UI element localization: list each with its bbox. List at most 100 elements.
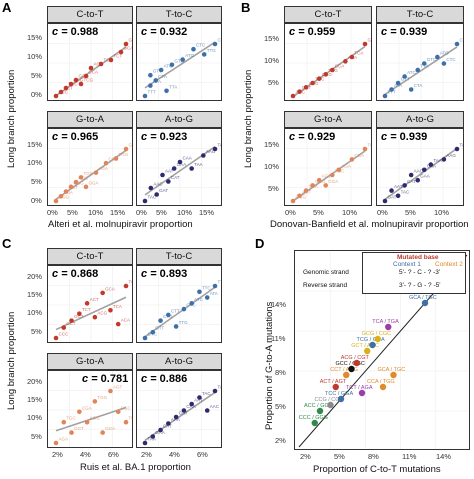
- point-label: TGG: [368, 143, 373, 148]
- point-label: CAA: [186, 404, 195, 409]
- facet-scatter: ACCCCTACGTCCGCGTCGCCAACATCAGCA: [285, 24, 373, 100]
- tick-label: 0%: [136, 208, 147, 217]
- facet-strip: A-to-G: [136, 111, 222, 128]
- data-point: [316, 76, 322, 81]
- data-point: [428, 162, 434, 167]
- panel-c-ylabel: Long branch proportion: [6, 311, 17, 410]
- data-point: [68, 184, 74, 190]
- data-point: [108, 307, 113, 313]
- data-point: [123, 41, 129, 47]
- data-point: [435, 54, 440, 60]
- facet-scatter: GTCGTTCTGCTTTTGCTCATCTTCATATTA: [137, 266, 221, 342]
- data-point: [173, 324, 179, 329]
- tick-label: 15%: [264, 34, 280, 43]
- data-point: [421, 61, 427, 66]
- data-point: [61, 325, 67, 330]
- data-point: [343, 59, 348, 64]
- panel-c-facet-tc: T-to-C GTCGTTCTGCTTTTGCTCATCTTCATATTA c …: [136, 248, 222, 343]
- data-point: [332, 383, 339, 391]
- tick-label: 0%: [31, 90, 42, 99]
- point-label: AAT: [394, 184, 403, 189]
- data-point: [150, 329, 156, 335]
- tick-label: 10%: [177, 208, 193, 217]
- tick-label: 2%: [141, 450, 152, 459]
- tick-label: 10%: [88, 208, 104, 217]
- point-label: CAT: [407, 179, 416, 184]
- data-point: [53, 198, 59, 204]
- data-point: [379, 383, 387, 391]
- point-label: GCC / GGC: [336, 361, 365, 367]
- data-point: [78, 175, 84, 180]
- data-point: [108, 57, 114, 63]
- point-label: AGA: [59, 437, 69, 442]
- point-label: GCA: [368, 38, 373, 43]
- point-label: GAA: [177, 162, 187, 167]
- data-point: [103, 160, 109, 166]
- data-point: [83, 184, 89, 190]
- data-point: [189, 166, 194, 171]
- point-label: CAA: [183, 156, 192, 161]
- facet-scatter: GGGTGAAGTCGGAGCTGCGGAAGACGATGGGGT: [48, 129, 132, 205]
- data-point: [142, 198, 148, 204]
- data-point: [323, 72, 329, 77]
- data-point: [83, 73, 89, 79]
- point-label: AAC: [414, 169, 424, 174]
- point-label: ATC: [407, 70, 416, 75]
- data-point: [63, 85, 69, 91]
- point-label: TCA: [113, 304, 122, 309]
- point-label: GGT: [74, 426, 84, 431]
- point-label: AGC: [322, 174, 333, 179]
- data-point: [415, 177, 421, 183]
- facet-strip: T-to-C: [136, 6, 222, 23]
- tick-label: 8%: [368, 452, 379, 461]
- regression-line: [384, 46, 458, 96]
- legend: Mutated base Context 1 Context 2 Genomic…: [303, 252, 466, 294]
- facet-strip: C-to-T: [47, 6, 133, 23]
- tick-label: 2%: [300, 452, 311, 461]
- data-point: [364, 347, 371, 355]
- point-label: ACT / AGT: [320, 379, 347, 385]
- point-label: AGT: [113, 385, 123, 390]
- point-label: CGA: [109, 157, 119, 162]
- data-point: [311, 419, 318, 427]
- data-point: [123, 419, 129, 425]
- correlation-label: c = 0.923: [141, 131, 188, 143]
- point-label: AGA: [341, 163, 351, 168]
- data-point: [98, 61, 104, 67]
- tick-label: 14%: [271, 300, 287, 309]
- data-point: [154, 192, 159, 197]
- point-label: TTT: [148, 90, 156, 95]
- data-point: [290, 93, 296, 99]
- data-point: [390, 371, 397, 379]
- point-label: GAT: [179, 411, 188, 416]
- point-label: CCT: [66, 321, 75, 326]
- data-point: [212, 388, 218, 394]
- panel-letter-b: B: [241, 0, 251, 15]
- point-label: TCT / AGA: [346, 385, 373, 391]
- data-point: [73, 179, 79, 185]
- regression-line: [144, 286, 216, 338]
- data-point: [166, 312, 171, 318]
- legend-context2: Context 2: [435, 261, 463, 268]
- tick-label: 0%: [377, 208, 388, 217]
- panel-b-xlabel: Donovan-Banfield et al. molnupiravir pro…: [270, 219, 469, 230]
- data-point: [290, 198, 296, 204]
- data-point: [58, 89, 64, 95]
- data-point: [189, 301, 194, 306]
- tick-label: 5%: [156, 208, 167, 217]
- tick-label: 5%: [31, 432, 42, 441]
- facet-strip: A-to-G: [136, 353, 222, 370]
- point-label: ACA: [121, 318, 130, 323]
- tick-label: 15%: [27, 140, 43, 149]
- data-point: [349, 54, 355, 60]
- point-label: TAA: [194, 162, 202, 167]
- point-label: CCC / GGG: [299, 415, 328, 421]
- point-label: GAT: [159, 188, 168, 193]
- data-point: [415, 67, 421, 73]
- plot-area: CCC CCT GCT TCT ACT ACG GCA TCA ACA TCG c = 0.868: [47, 265, 133, 343]
